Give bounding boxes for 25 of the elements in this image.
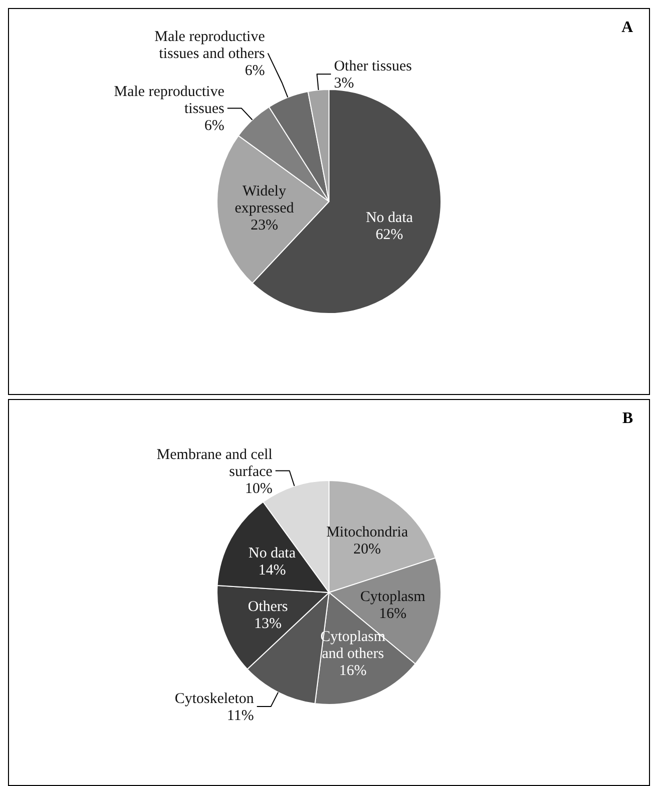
- slice-label: Cytoskeleton: [174, 691, 254, 708]
- slice-label: Mitochondria: [326, 524, 408, 540]
- data-label: 3%: [334, 76, 354, 92]
- data-label: 14%: [258, 562, 286, 579]
- text: A: [621, 19, 633, 37]
- slice-label: Male reproductive tissues: [114, 84, 225, 118]
- data-label: 11%: [226, 708, 254, 724]
- slice-label: No data: [248, 546, 296, 562]
- slice-label: Cytoplasm: [360, 589, 426, 606]
- data-label: 20%: [353, 541, 381, 558]
- data-label: 6%: [244, 63, 265, 80]
- slice-label: Male reproductive tissues and others: [154, 29, 266, 62]
- data-label: 23%: [250, 218, 278, 234]
- slice-label: Widely expressed: [234, 184, 294, 217]
- slice-label: Other tissues: [334, 58, 412, 75]
- data-label: 16%: [379, 606, 407, 622]
- slice-label: No data: [366, 210, 414, 226]
- data-label: 6%: [204, 118, 224, 134]
- data-label: 10%: [244, 480, 272, 497]
- slice-label: Others: [248, 599, 288, 616]
- text: B: [622, 410, 633, 428]
- data-label: 16%: [339, 662, 367, 679]
- data-label: 13%: [254, 616, 282, 632]
- slice-label: Membrane and cell surface: [156, 446, 273, 480]
- data-label: 62%: [376, 226, 404, 243]
